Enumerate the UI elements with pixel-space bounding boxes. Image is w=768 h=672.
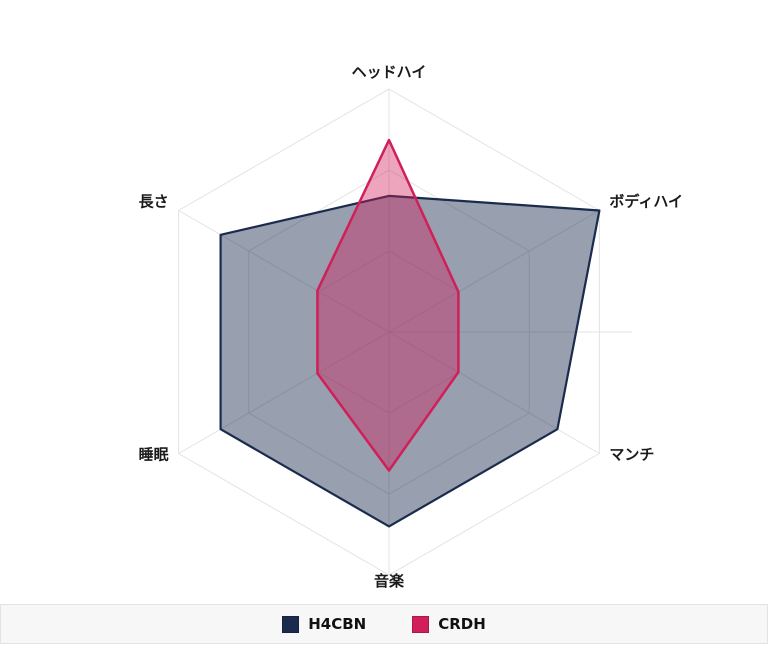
legend-label-crdh: CRDH (438, 615, 486, 633)
legend-label-h4cbn: H4CBN (308, 615, 367, 633)
axis-label-4: 睡眠 (139, 446, 169, 464)
axis-label-3: 音楽 (374, 572, 405, 590)
axis-label-1: ボディハイ (609, 193, 683, 211)
axis-spoke-2 (388, 331, 600, 454)
series-polygon-crdh (316, 138, 460, 472)
legend-bar: H4CBN CRDH (0, 604, 768, 644)
legend-swatch-h4cbn-icon (282, 615, 300, 633)
series-polygon-h4cbn (219, 194, 601, 528)
axis-spoke-1 (388, 210, 600, 333)
axis-spoke-5 (178, 210, 390, 333)
legend-swatch-crdh-icon (412, 615, 430, 633)
axis-label-2: マンチ (609, 446, 654, 464)
radar-chart-container: ヘッドハイボディハイマンチ音楽 睡眠 長さ (139, 63, 683, 590)
axis-label-5: 長さ (139, 193, 169, 211)
legend-item-crdh: CRDH (412, 615, 486, 633)
axis-label-0: ヘッドハイ (352, 63, 427, 81)
axis-spoke-4 (178, 331, 390, 454)
legend-item-h4cbn: H4CBN (282, 615, 366, 633)
